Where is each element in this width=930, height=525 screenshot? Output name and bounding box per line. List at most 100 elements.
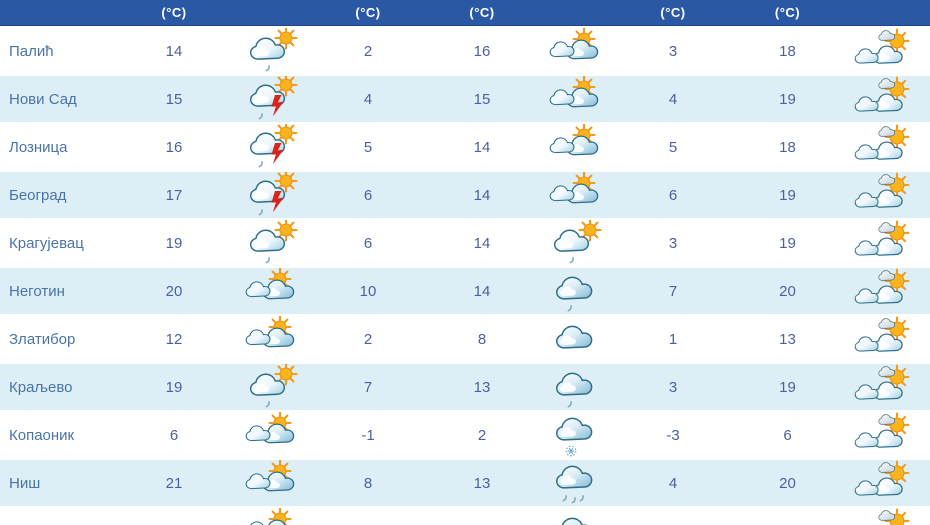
cloud-sun-thunder-icon <box>249 124 298 168</box>
temp-cell-5: 20 <box>730 268 845 314</box>
sun-icon <box>274 220 298 242</box>
temp-cell-4: 5 <box>616 124 730 170</box>
weather-icon-cell-3 <box>845 316 922 362</box>
cloud-sun-thunder-icon <box>249 172 298 216</box>
row-filler <box>922 124 930 170</box>
sun-icon <box>274 172 298 193</box>
temp-cell-2: 10 <box>312 268 424 314</box>
cloud-icon <box>245 281 271 298</box>
cloud-icon <box>556 465 593 489</box>
cloud-icon <box>556 372 593 396</box>
raindrop-icon <box>567 401 572 408</box>
cloud-icon <box>561 517 588 525</box>
temp-cell-1: 20 <box>112 268 236 314</box>
cloud-icon <box>549 89 575 106</box>
temp-cell-1 <box>112 508 236 525</box>
cloud-icon <box>877 414 895 425</box>
cloud-icon <box>854 144 879 160</box>
cloud-icon <box>877 366 895 377</box>
lightning-bolt-icon <box>271 95 284 117</box>
temp-cell-1: 15 <box>112 76 236 122</box>
header-temp-unit-2: (°C) <box>312 0 424 26</box>
sun-icon <box>274 364 298 386</box>
city-name: Палић <box>0 28 112 74</box>
temp-cell-1: 17 <box>112 172 236 218</box>
weather-icon-cell-1 <box>236 124 312 170</box>
temp-cell-5: 19 <box>730 220 845 266</box>
temp-cell-5: 19 <box>730 364 845 410</box>
temp-cell-5: 18 <box>730 28 845 74</box>
temp-cell-2: 7 <box>312 364 424 410</box>
temp-cell-3: 15 <box>424 76 540 122</box>
weather-icon-cell-3 <box>845 508 922 525</box>
weather-icon-cell-1 <box>236 220 312 266</box>
sun-icon <box>578 220 602 242</box>
header-temp-unit-1: (°C) <box>112 0 236 26</box>
table-row: Ниш 21 8 13 4 20 <box>0 460 930 506</box>
header-icon-column-1 <box>236 0 312 26</box>
cloud-snow-icon <box>556 417 593 457</box>
city-name <box>0 508 112 525</box>
cloud-sun-drizzle-icon <box>249 364 298 408</box>
raindrop-icon <box>567 305 572 312</box>
temp-cell-1: 12 <box>112 316 236 362</box>
table-row: Палић 14 2 16 3 18 <box>0 28 930 74</box>
sun-clouds-icon <box>854 172 910 208</box>
temp-cell-3: 2 <box>424 412 540 458</box>
row-filler <box>922 508 930 525</box>
temp-cell-5: 6 <box>730 412 845 458</box>
raindrop-icon <box>258 113 263 120</box>
row-filler <box>922 412 930 458</box>
cloud-icon <box>549 185 575 202</box>
raindrop-icon <box>258 209 263 216</box>
temp-cell-2: 8 <box>312 460 424 506</box>
clouds-sun-icon <box>245 412 295 444</box>
temp-cell-3: 13 <box>424 460 540 506</box>
weather-icon-cell-3 <box>845 268 922 314</box>
city-name: Копаоник <box>0 412 112 458</box>
cloud-icon <box>877 222 895 233</box>
table-row: Неготин 20 10 14 7 20 <box>0 268 930 314</box>
temp-cell-4: -3 <box>616 412 730 458</box>
temp-cell-1: 19 <box>112 364 236 410</box>
cloud-icon <box>556 325 593 349</box>
sun-clouds-icon <box>854 124 910 160</box>
weather-icon-cell-3 <box>845 124 922 170</box>
city-name: Ниш <box>0 460 112 506</box>
sun-clouds-icon <box>854 220 910 256</box>
weather-icon-cell-3 <box>845 28 922 74</box>
weather-icon-cell-2 <box>540 172 616 218</box>
header-temp-unit-5: (°C) <box>730 0 845 26</box>
cloud-sun-drizzle-icon <box>553 220 602 264</box>
temp-cell-2 <box>312 508 424 525</box>
cloud-rain-icon <box>556 465 593 504</box>
city-name: Лозница <box>0 124 112 170</box>
header-icon-column-2 <box>540 0 616 26</box>
cloud-icon <box>561 517 588 525</box>
row-filler <box>922 172 930 218</box>
cloud-icon <box>549 41 575 58</box>
cloud-icon <box>854 336 879 352</box>
weather-icon-cell-2 <box>540 316 616 362</box>
table-row: Нови Сад 15 4 15 4 19 <box>0 76 930 122</box>
weather-icon-cell-2 <box>540 508 616 525</box>
temp-cell-4: 4 <box>616 76 730 122</box>
cloud-icon <box>250 521 264 525</box>
temp-cell-3: 16 <box>424 28 540 74</box>
cloud-icon <box>556 276 593 300</box>
row-filler <box>922 28 930 74</box>
raindrop-icon <box>579 495 584 502</box>
clouds-sun-icon <box>549 172 599 204</box>
temp-cell-1: 6 <box>112 412 236 458</box>
cloud-icon <box>877 510 895 521</box>
clouds-sun-icon <box>245 460 295 492</box>
cloud-icon <box>854 96 879 112</box>
raindrop-icon <box>265 257 270 264</box>
cloud-icon <box>245 425 271 442</box>
header-temp-unit-4: (°C) <box>616 0 730 26</box>
table-row: Златибор 12 2 8 1 13 <box>0 316 930 362</box>
temp-cell-2: 6 <box>312 172 424 218</box>
temp-cell-2: 2 <box>312 28 424 74</box>
